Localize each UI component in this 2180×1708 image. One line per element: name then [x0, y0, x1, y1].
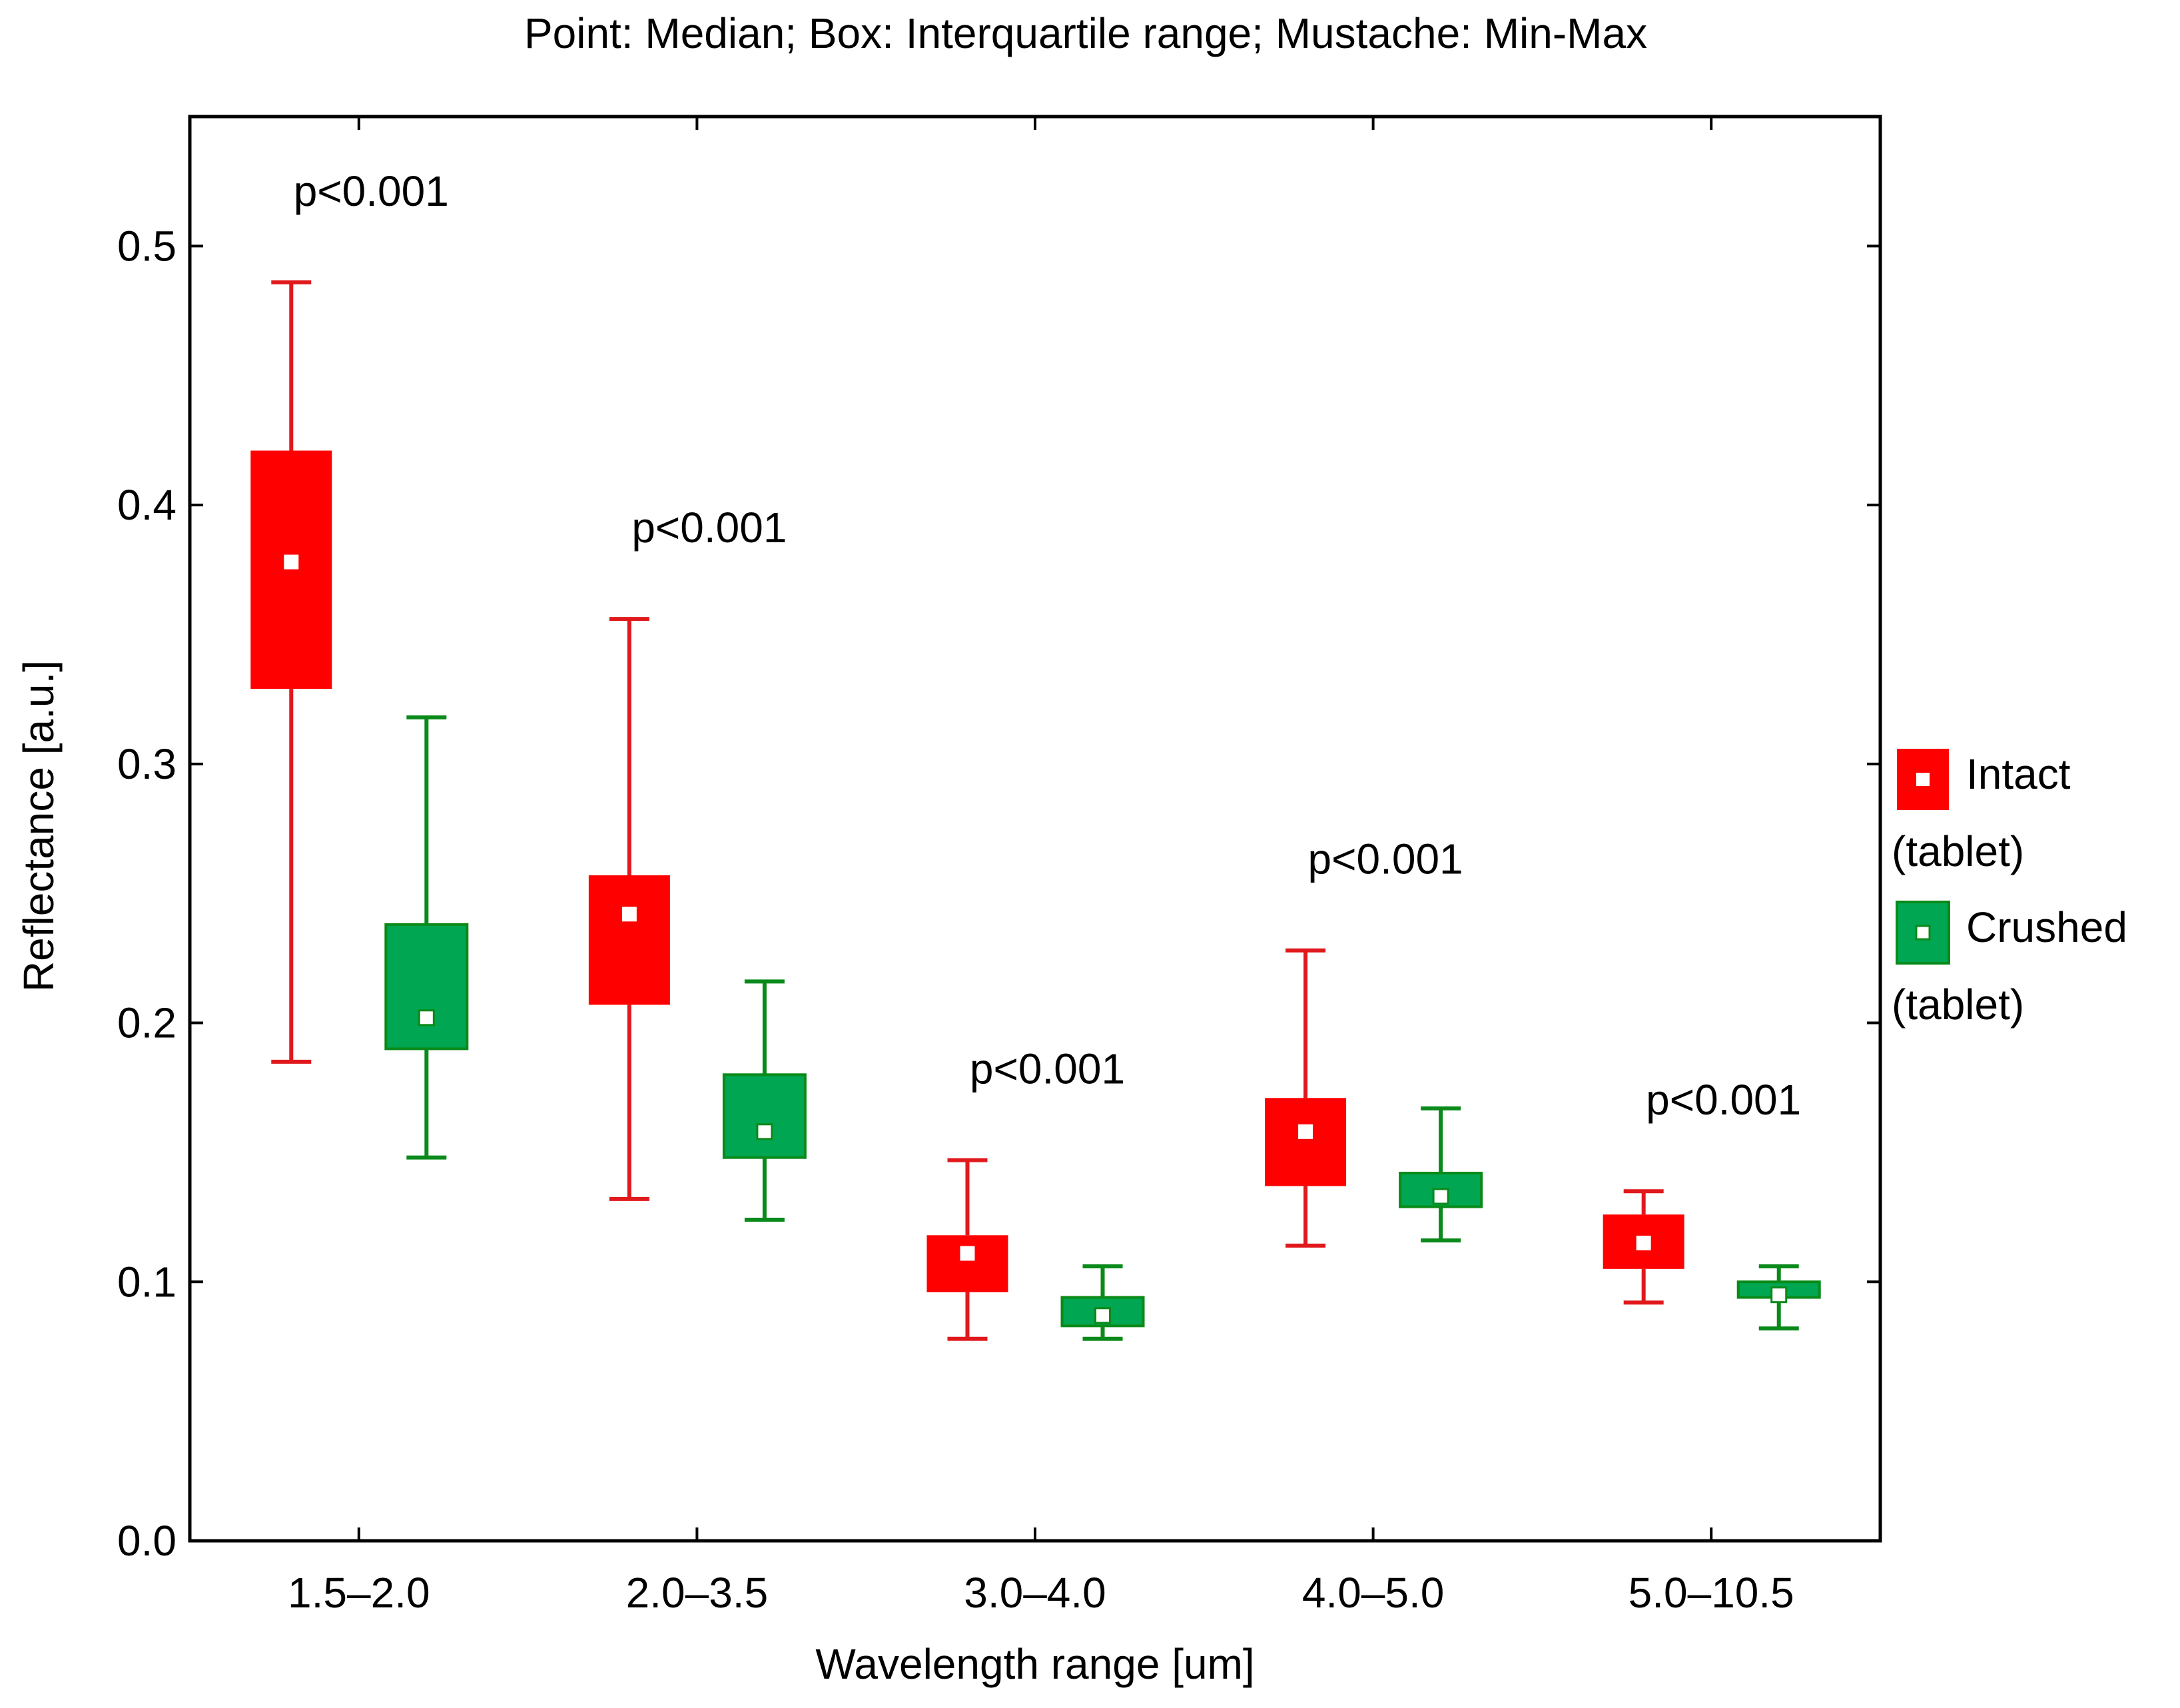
y-axis: 0.0 0.1 0.2 0.3 0.4 0.5	[117, 222, 1880, 1565]
box-series	[250, 280, 1821, 1341]
x-tick-label: 4.0–5.0	[1302, 1569, 1445, 1617]
legend-item-crushed: Crushed (tablet)	[1892, 901, 2127, 1029]
x-tick-label: 5.0–10.5	[1629, 1569, 1794, 1617]
chart-title: Point: Median; Box: Interquartile range;…	[524, 9, 1647, 57]
box-intact-4	[1265, 948, 1347, 1248]
legend-item-intact: Intact (tablet)	[1892, 749, 2071, 875]
legend-swatch-intact-median	[1916, 773, 1930, 786]
p-value-label: p<0.001	[1308, 835, 1463, 883]
y-tick-label: 0.2	[117, 999, 177, 1047]
legend: Intact (tablet) Crushed (tablet)	[1892, 749, 2127, 1029]
y-tick-label: 0.1	[117, 1258, 177, 1306]
x-tick-label: 1.5–2.0	[288, 1569, 430, 1617]
box-crushed-1	[384, 715, 469, 1160]
iqr-box	[1265, 1098, 1347, 1186]
box-crushed-3	[1060, 1264, 1145, 1341]
p-value-label: p<0.001	[970, 1045, 1125, 1093]
box-crushed-5	[1736, 1264, 1821, 1331]
p-value-label: p<0.001	[631, 504, 787, 552]
median-point	[1636, 1235, 1651, 1250]
legend-label-intact-line1: Intact	[1966, 750, 2071, 798]
y-tick-label: 0.0	[117, 1517, 177, 1565]
y-axis-label: Reflectance [a.u.]	[15, 660, 63, 992]
x-tick-label: 2.0–3.5	[626, 1569, 769, 1617]
p-value-label: p<0.001	[294, 167, 449, 215]
legend-label-crushed-line2: (tablet)	[1892, 981, 2024, 1029]
x-axis-label: Wavelength range [um]	[815, 1640, 1254, 1688]
x-tick-label: 3.0–4.0	[964, 1569, 1106, 1617]
box-intact-3	[926, 1158, 1008, 1341]
y-tick-label: 0.3	[117, 740, 177, 788]
box-crushed-4	[1399, 1106, 1483, 1243]
median-point	[1432, 1188, 1449, 1205]
p-value-annotations: p<0.001 p<0.001 p<0.001 p<0.001 p<0.001	[294, 167, 1802, 1124]
box-crushed-2	[722, 979, 807, 1222]
plot-area-frame	[188, 115, 1882, 1543]
p-value-label: p<0.001	[1646, 1076, 1801, 1124]
median-point	[960, 1246, 975, 1261]
median-point	[621, 907, 637, 922]
iqr-box	[926, 1235, 1008, 1292]
x-axis: 1.5–2.0 2.0–3.5 3.0–4.0 4.0–5.0 5.0–10.5	[288, 117, 1794, 1617]
iqr-box	[722, 1073, 807, 1159]
median-point	[756, 1123, 773, 1140]
median-point	[1298, 1124, 1313, 1139]
median-point	[1770, 1286, 1788, 1304]
iqr-box	[384, 923, 469, 1051]
legend-label-intact-line2: (tablet)	[1892, 827, 2024, 875]
box-intact-2	[588, 617, 670, 1201]
median-point	[284, 554, 299, 570]
iqr-box	[588, 875, 670, 1005]
box-intact-5	[1603, 1189, 1684, 1305]
y-tick-label: 0.5	[117, 222, 177, 270]
median-point	[1094, 1307, 1112, 1324]
y-tick-label: 0.4	[117, 481, 177, 529]
legend-swatch-crushed-median	[1915, 925, 1931, 941]
iqr-box	[250, 450, 332, 689]
box-intact-1	[250, 280, 332, 1064]
iqr-box	[1060, 1296, 1145, 1328]
median-point	[418, 1009, 435, 1027]
legend-label-crushed-line1: Crushed	[1966, 903, 2127, 951]
